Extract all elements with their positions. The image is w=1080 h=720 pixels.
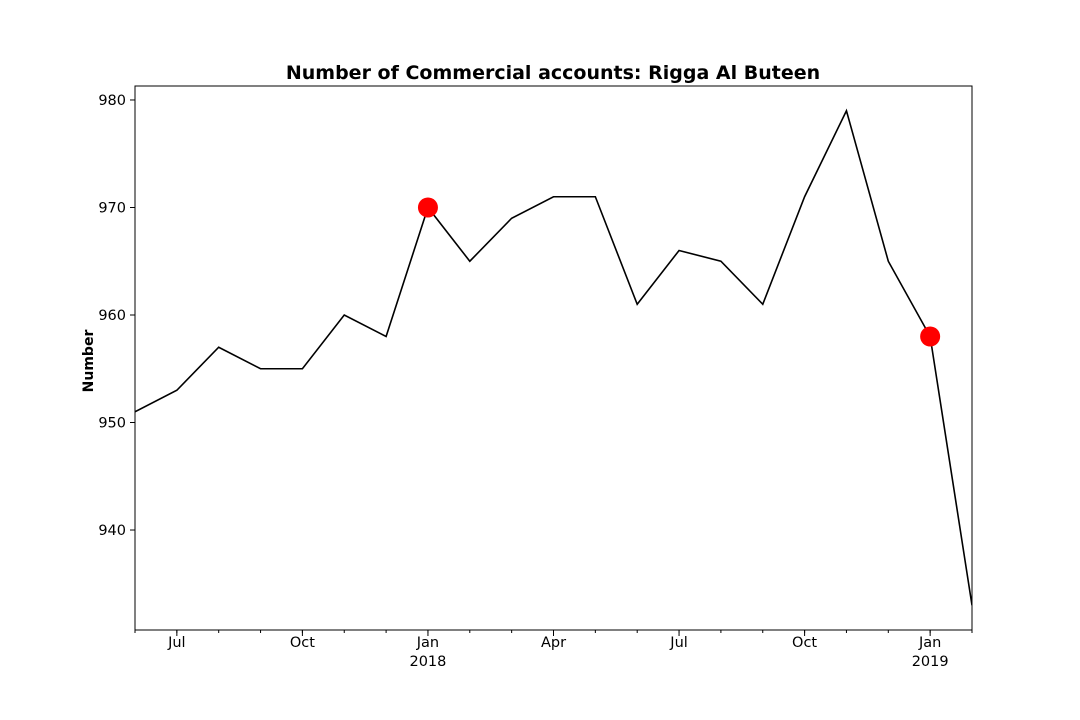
highlight-marker xyxy=(920,326,941,347)
highlight-marker xyxy=(417,197,438,218)
x-tick-label: Apr xyxy=(541,635,566,651)
axes: 940 950 960 970 980 Jul Oct Jan 2018 Apr Jul Oct Jan… xyxy=(98,85,973,670)
chart-title: Number of Commercial accounts: Rigga Al … xyxy=(286,62,820,84)
plot-frame xyxy=(134,85,973,631)
series-line xyxy=(135,108,972,606)
x-tick-label: Jan xyxy=(918,635,941,651)
x-tick-year-label: 2019 xyxy=(912,654,949,670)
x-tick-label: Jul xyxy=(669,635,688,651)
x-tick-year-label: 2018 xyxy=(409,654,446,670)
y-tick-label: 940 xyxy=(98,523,126,539)
y-tick-label: 950 xyxy=(98,416,126,432)
y-tick-label: 980 xyxy=(98,93,126,109)
x-tick-label: Jan xyxy=(416,635,439,651)
x-tick-label: Jul xyxy=(167,635,186,651)
x-tick-label: Oct xyxy=(792,635,817,651)
x-tick-label: Oct xyxy=(290,635,315,651)
y-tick-label: 970 xyxy=(98,200,126,216)
y-tick-label: 960 xyxy=(98,308,126,324)
y-axis-label: Number xyxy=(81,330,97,393)
plot-area xyxy=(135,108,972,606)
